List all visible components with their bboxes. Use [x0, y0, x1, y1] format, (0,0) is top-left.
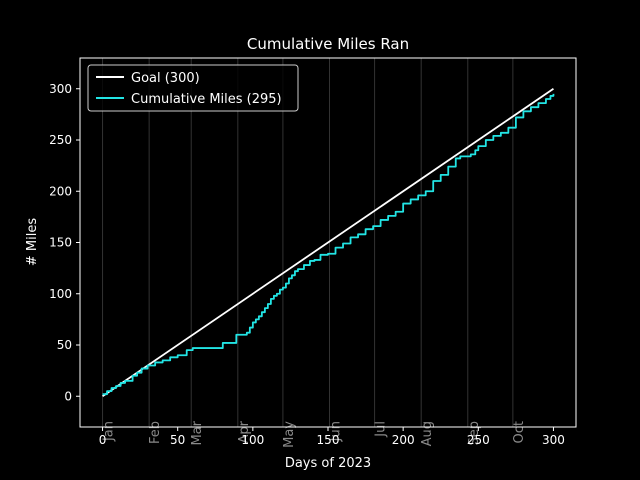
legend-label-goal: Goal (300): [131, 71, 200, 86]
x-tick-label: 250: [467, 433, 490, 447]
month-label-feb: Feb: [148, 421, 163, 444]
y-axis-ticks: 0 50 100 150 200 250 300: [49, 82, 80, 403]
goal-line: [102, 88, 554, 397]
legend: Goal (300) Cumulative Miles (295): [87, 64, 299, 112]
month-label-oct: Oct: [512, 421, 527, 443]
month-label-jun: Jun: [329, 421, 344, 442]
x-tick-label: 300: [542, 433, 565, 447]
y-tick-label: 100: [49, 287, 72, 301]
y-tick-label: 50: [57, 338, 72, 352]
y-tick-label: 250: [49, 133, 72, 147]
month-label-may: May: [282, 421, 297, 448]
legend-label-cumulative: Cumulative Miles (295): [131, 92, 282, 107]
month-label-aug: Aug: [420, 421, 435, 446]
x-tick-label: 200: [392, 433, 415, 447]
month-label-jan: Jan: [102, 421, 117, 442]
x-axis-ticks: 0 50 100 150 200 250 300: [99, 427, 565, 447]
chart-title: Cumulative Miles Ran: [247, 35, 409, 53]
y-tick-label: 200: [49, 184, 72, 198]
y-tick-label: 0: [64, 389, 72, 403]
month-label-apr: Apr: [237, 420, 252, 443]
plot-area: Jan Feb Mar Apr May Jun Jul Aug Sep Oct: [79, 57, 577, 448]
y-tick-label: 150: [49, 236, 72, 250]
y-tick-label: 300: [49, 82, 72, 96]
legend-box: [87, 64, 299, 112]
month-label-jul: Jul: [374, 421, 389, 438]
series-layer: [102, 88, 555, 397]
y-axis-label: # Miles: [25, 218, 40, 266]
x-axis-label: Days of 2023: [285, 456, 371, 471]
month-label-mar: Mar: [190, 420, 205, 445]
x-tick-label: 0: [99, 433, 107, 447]
x-tick-label: 150: [317, 433, 340, 447]
x-tick-label: 100: [241, 433, 264, 447]
cumulative-miles-line: [102, 93, 555, 396]
x-tick-label: 50: [170, 433, 185, 447]
